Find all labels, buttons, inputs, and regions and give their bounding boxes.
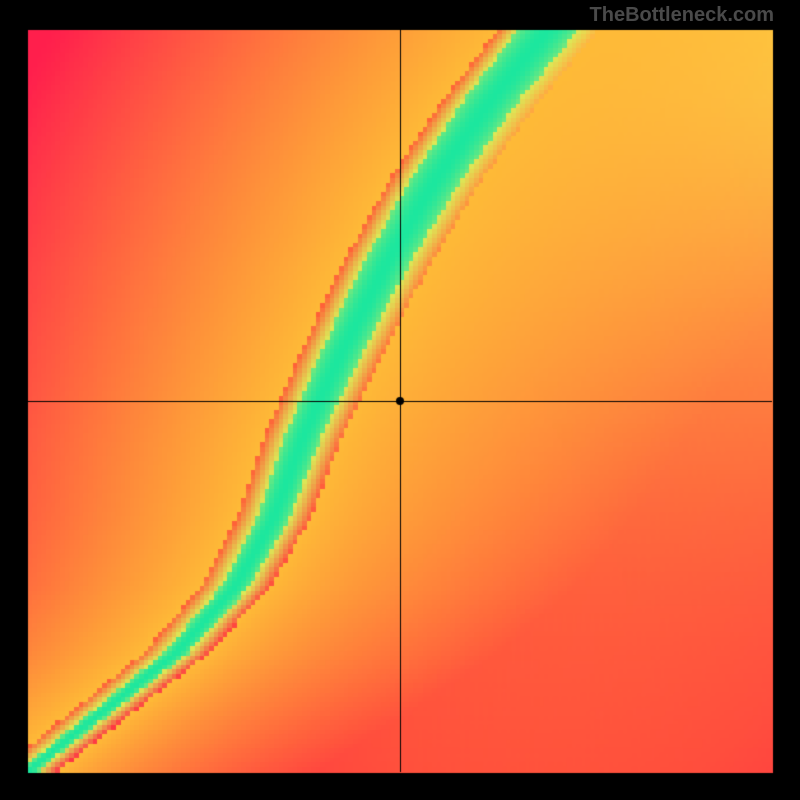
watermark-text: TheBottleneck.com <box>590 4 774 27</box>
heatmap-plot <box>0 0 800 800</box>
